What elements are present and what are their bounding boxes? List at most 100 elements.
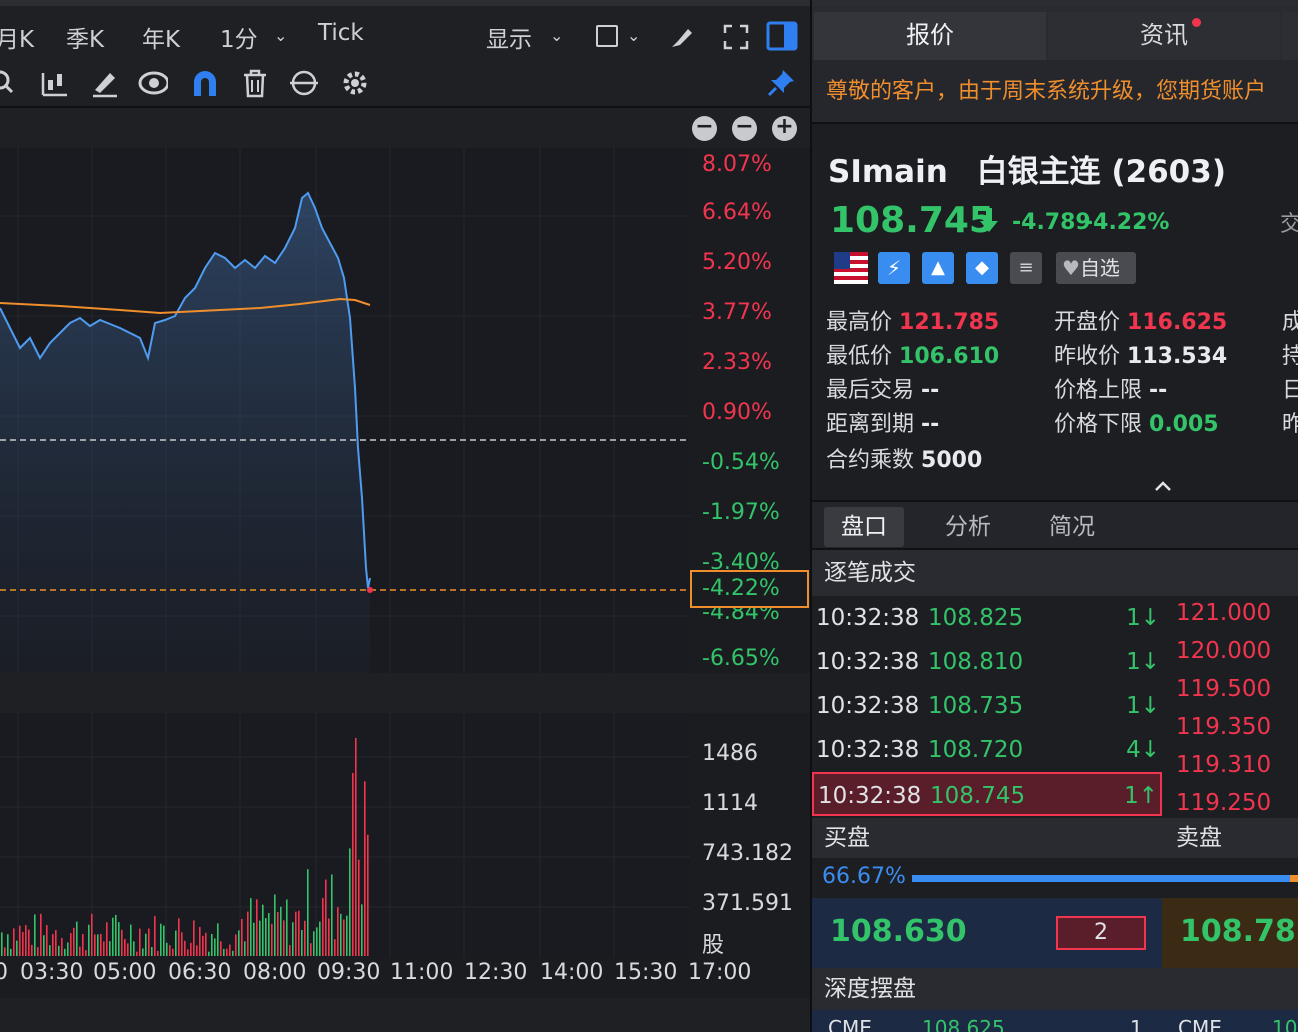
volume-bar — [175, 930, 177, 956]
volume-bar — [193, 920, 195, 956]
buy-sell-header: 买盘 卖盘 — [812, 818, 1298, 858]
level2-icon: ⚡ — [878, 252, 910, 284]
arrow-down-icon: ↓ — [1140, 693, 1160, 719]
eye-icon[interactable] — [138, 68, 168, 98]
volume-bar — [31, 944, 33, 956]
volume-bar — [22, 932, 24, 956]
chevron-up-icon[interactable] — [1154, 480, 1172, 492]
field-multiplier: 合约乘数 5000 — [826, 448, 983, 473]
panel-toggle-icon[interactable] — [766, 20, 798, 52]
volume-bar — [322, 898, 324, 956]
volume-bar — [292, 922, 294, 956]
tab-news[interactable]: 资讯 — [1048, 12, 1280, 62]
time-tick: 08:00 — [243, 960, 307, 985]
zoom-out-icon[interactable]: − — [692, 116, 717, 141]
display-menu[interactable]: 显示 — [486, 27, 532, 53]
tick-row-latest: 10:32:38 108.745 1↑ — [812, 772, 1162, 816]
volume-bar — [94, 934, 96, 956]
magnet-icon[interactable] — [190, 68, 220, 98]
buy-ratio: 66.67% — [822, 864, 906, 889]
time-tick: 15:30 — [614, 960, 678, 985]
volume-bar — [157, 951, 159, 956]
last-price: 108.745 — [830, 200, 994, 241]
ask-price: 119.500 — [1176, 676, 1272, 702]
symbol-code: SImain — [828, 154, 948, 190]
sync-icon[interactable] — [288, 68, 318, 98]
tab-1min[interactable]: 1分 — [220, 27, 258, 53]
chevron-down-icon[interactable]: ⌄ — [274, 26, 288, 45]
tab-orderbook[interactable]: 盘口 — [824, 507, 904, 547]
field-high: 最高价 121.785 — [826, 310, 1000, 335]
volume-bar — [142, 948, 144, 956]
volume-bar — [190, 942, 192, 956]
volume-bar — [40, 913, 42, 956]
best-ask[interactable]: 108.785 — [1162, 898, 1298, 968]
trash-icon[interactable] — [240, 68, 270, 98]
volume-bar — [112, 917, 114, 956]
time-tick: 05:00 — [93, 960, 157, 985]
tab-quote[interactable]: 报价 — [814, 12, 1046, 62]
gold-bars-icon: ▲ — [922, 252, 954, 284]
pin-icon[interactable] — [766, 68, 796, 98]
volume-bar — [289, 945, 291, 956]
note-icon[interactable]: ≡ — [1010, 252, 1042, 284]
volume-bar — [340, 913, 342, 956]
symbol-name: 白银主连 (2603) — [976, 154, 1226, 190]
chevron-down-icon[interactable]: ⌄ — [550, 26, 564, 45]
volume-bar — [208, 951, 210, 956]
pct-tick: -0.54% — [702, 450, 780, 475]
tab-analysis[interactable]: 分析 — [945, 514, 991, 540]
volume-bar — [160, 923, 162, 956]
add-watchlist-button[interactable]: ♥自选 — [1056, 252, 1136, 284]
candlestick-icon[interactable] — [40, 68, 70, 98]
volume-bar — [34, 914, 36, 956]
average-line — [0, 297, 371, 315]
tab-quarter-k[interactable]: 季K — [66, 27, 105, 53]
volume-bar — [220, 941, 222, 956]
pencil-icon[interactable] — [90, 68, 120, 98]
volume-bar — [328, 918, 330, 956]
chevron-down-icon[interactable]: ⌄ — [627, 26, 641, 45]
tab-profile[interactable]: 简况 — [1049, 514, 1095, 540]
tag-icon: ◆ — [966, 252, 998, 284]
zoom-reset-icon[interactable]: − — [732, 116, 757, 141]
tab-year-k[interactable]: 年K — [142, 27, 181, 53]
checkbox-icon[interactable] — [596, 25, 618, 47]
time-tick: 03:30 — [20, 960, 84, 985]
volume-bar — [187, 949, 189, 956]
field-open: 开盘价 116.625 — [1054, 310, 1228, 335]
notice-banner[interactable]: 尊敬的客户，由于周末系统升级，您期货账户 — [812, 60, 1298, 124]
vol-unit: 股 — [702, 933, 725, 958]
ask-price: 119.350 — [1176, 714, 1272, 740]
volume-bar — [247, 911, 249, 956]
volume-bar — [253, 922, 255, 956]
pct-axis: 8.07% 6.64% 5.20% 3.77% 2.33% 0.90% -0.5… — [690, 148, 810, 673]
ask-price-best: 108.785 — [1180, 914, 1298, 949]
tab-month-k[interactable]: 月K — [0, 27, 35, 53]
volume-bar — [28, 929, 30, 956]
brush-icon[interactable] — [668, 23, 696, 51]
volume-bar — [310, 943, 312, 956]
search-icon[interactable] — [0, 68, 22, 98]
gear-icon[interactable] — [340, 68, 370, 98]
volume-bar — [76, 921, 78, 956]
zoom-in-icon[interactable]: + — [772, 116, 797, 141]
volume-bar — [7, 934, 9, 956]
ratio-bar-buy — [912, 875, 1290, 882]
chart-panel: 月K 季K 年K 1分 ⌄ Tick 显示 ⌄ ⌄ − − + — [0, 0, 810, 985]
fullscreen-icon[interactable] — [722, 23, 750, 51]
price-chart[interactable] — [0, 148, 690, 673]
volume-bar — [25, 925, 27, 956]
current-pct-badge: -4.22% — [690, 570, 809, 608]
volume-bar — [43, 935, 45, 956]
volume-bar — [10, 948, 12, 956]
volume-bar — [82, 933, 84, 956]
volume-bar — [88, 924, 90, 956]
tab-tick[interactable]: Tick — [318, 20, 364, 46]
volume-bar — [214, 938, 216, 956]
time-tick: 11:00 — [390, 960, 454, 985]
volume-chart[interactable] — [0, 713, 690, 958]
arrow-down-icon — [980, 208, 998, 232]
best-bid[interactable]: 108.630 2 — [812, 898, 1162, 968]
volume-bar — [184, 940, 186, 956]
